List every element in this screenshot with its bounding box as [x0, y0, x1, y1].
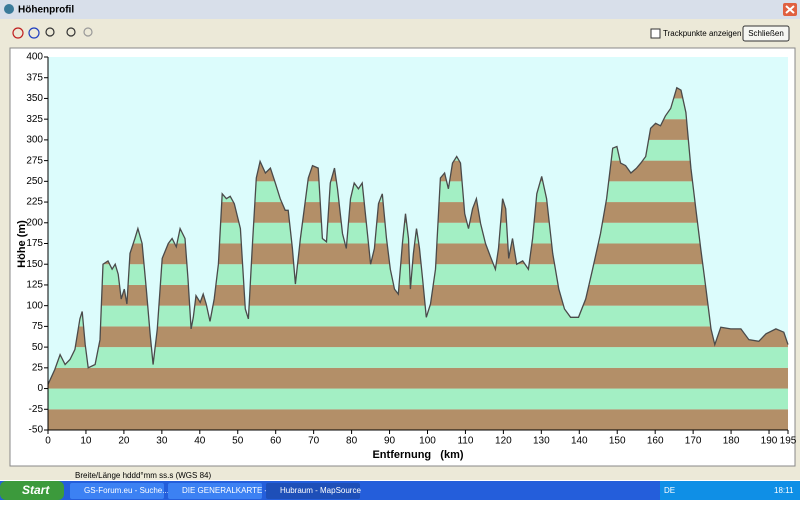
clock: 18:11 — [774, 486, 794, 495]
x-tick-label: 100 — [419, 436, 436, 447]
y-tick-label: 350 — [26, 93, 43, 104]
window-title: Höhenprofil — [18, 5, 74, 16]
y-tick-label: 400 — [26, 52, 43, 63]
task-label: Hubraum - MapSource — [280, 486, 361, 495]
y-tick-label: 0 — [37, 383, 43, 394]
y-tick-label: 325 — [26, 114, 43, 125]
y-tick-label: 125 — [26, 280, 43, 291]
task-label: DIE GENERALKARTE -... — [182, 486, 274, 495]
band — [48, 347, 788, 368]
app-icon — [4, 4, 14, 14]
x-tick-label: 10 — [80, 436, 92, 447]
x-tick-label: 0 — [45, 436, 51, 447]
task-button[interactable] — [70, 483, 164, 499]
band — [48, 284, 788, 306]
close-x-icon — [785, 5, 795, 14]
start-button[interactable] — [0, 481, 64, 500]
y-tick-label: 200 — [26, 217, 43, 228]
tool-icon[interactable] — [45, 27, 55, 37]
y-tick-label: 375 — [26, 72, 43, 83]
y-tick-label: 25 — [32, 362, 44, 373]
x-tick-label: 80 — [346, 436, 358, 447]
checkbox[interactable] — [650, 28, 661, 39]
x-tick-label: 150 — [609, 436, 626, 447]
plot: -50-250255075100125150175200225250275300… — [26, 52, 796, 447]
y-tick-label: 275 — [26, 155, 43, 166]
band — [48, 326, 788, 348]
x-tick-label: 110 — [457, 436, 473, 447]
task-label: GS-Forum.eu - Suche... — [84, 486, 169, 495]
toolbar — [12, 27, 93, 39]
x-tick-label: 70 — [308, 436, 320, 447]
tool-icon[interactable] — [83, 27, 93, 37]
x-tick-label: 140 — [571, 436, 588, 447]
y-tick-label: 175 — [26, 238, 43, 249]
y-tick-label: -50 — [29, 425, 44, 436]
task-button[interactable] — [168, 483, 262, 499]
band — [48, 409, 788, 430]
tray — [660, 481, 800, 500]
y-tick-label: -25 — [29, 404, 44, 415]
band — [48, 243, 788, 265]
x-tick-label: 195 — [780, 436, 797, 447]
tool-icon[interactable] — [12, 27, 24, 39]
x-tick-label: 60 — [270, 436, 282, 447]
x-tick-label: 30 — [156, 436, 168, 447]
status-text: Breite/Länge hddd°mm ss.s (WGS 84) — [75, 471, 211, 480]
x-tick-label: 90 — [384, 436, 396, 447]
y-tick-label: 225 — [26, 197, 43, 208]
checkbox-label: Trackpunkte anzeigen — [663, 29, 741, 38]
x-tick-label: 180 — [723, 436, 740, 447]
tool-icon[interactable] — [28, 27, 40, 39]
x-tick-label: 40 — [194, 436, 206, 447]
start-label: Start — [22, 483, 50, 497]
x-tick-label: 20 — [118, 436, 130, 447]
band — [48, 388, 788, 410]
band — [48, 367, 788, 389]
x-axis-label: Entfernung (km) — [372, 449, 463, 461]
x-tick-label: 160 — [647, 436, 664, 447]
x-tick-label: 120 — [495, 436, 512, 447]
y-tick-label: 50 — [32, 342, 44, 353]
tool-icon[interactable] — [66, 27, 76, 37]
title-bar — [0, 0, 800, 19]
x-tick-label: 170 — [685, 436, 702, 447]
elevation-line — [47, 86, 789, 385]
close-button[interactable] — [742, 25, 790, 42]
band — [48, 264, 788, 285]
language: DE — [664, 486, 675, 495]
task-list: GS-Forum.eu - Suche... DIE GENERALKARTE -… — [70, 483, 361, 499]
x-tick-label: 50 — [232, 436, 244, 447]
y-tick-label: 150 — [26, 259, 43, 270]
task-button[interactable] — [266, 483, 360, 499]
band — [48, 305, 788, 327]
y-axis-label: Höhe (m) — [16, 220, 28, 268]
x-tick-label: 190 — [761, 436, 778, 447]
y-tick-label: 250 — [26, 176, 43, 187]
close-button-label: Schließen — [748, 29, 784, 38]
y-tick-label: 300 — [26, 135, 43, 146]
x-tick-label: 130 — [533, 436, 550, 447]
y-tick-label: 100 — [26, 300, 43, 311]
y-tick-label: 75 — [32, 321, 44, 332]
